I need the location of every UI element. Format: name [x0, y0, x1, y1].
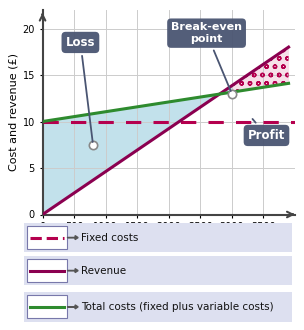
Text: Profit: Profit [248, 119, 285, 142]
Text: Break-even
point: Break-even point [171, 22, 242, 91]
Text: Total costs (fixed plus variable costs): Total costs (fixed plus variable costs) [81, 302, 274, 312]
X-axis label: Output: Output [144, 236, 193, 249]
Text: Revenue: Revenue [81, 266, 126, 276]
Y-axis label: Cost and revenue (£): Cost and revenue (£) [9, 53, 18, 171]
Text: Fixed costs: Fixed costs [81, 233, 139, 243]
Text: Loss: Loss [66, 36, 95, 142]
